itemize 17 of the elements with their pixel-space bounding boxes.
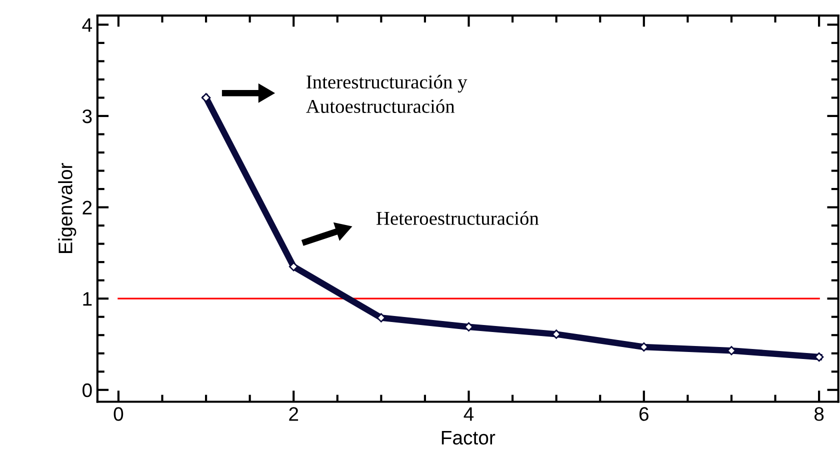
y-tick-label: 0: [82, 383, 92, 398]
annotation: Heteroestructuración: [376, 211, 539, 225]
x-tick-label: 0: [114, 407, 124, 421]
y-tick-label: 1: [83, 292, 92, 306]
point: [201, 93, 211, 102]
y-axis-title: Eigenvalor: [58, 163, 76, 253]
x-tick-label: 4: [464, 407, 474, 421]
x-tick-label: 2: [289, 407, 298, 421]
y-tick-label: 3: [82, 109, 92, 124]
x-axis-title: Factor: [442, 431, 496, 445]
y-tick-label: 2: [82, 200, 92, 214]
x-tick-label: 6: [639, 407, 648, 421]
x-tick-label: 8: [814, 407, 824, 421]
y-tick-label: 4: [82, 18, 92, 32]
point: [464, 322, 474, 332]
point: [288, 262, 298, 272]
annotation: Interestructuración y Autoestructuración: [306, 74, 468, 113]
